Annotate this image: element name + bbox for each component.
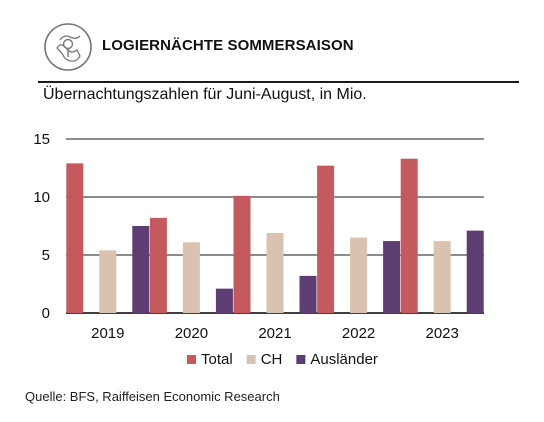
y-tick-label: 10 <box>33 189 50 206</box>
bar-ausl-nder-2023 <box>466 230 484 313</box>
bar-total-2021 <box>233 195 251 313</box>
x-tick-label: 2022 <box>342 325 375 342</box>
x-tick-label: 2020 <box>175 325 208 342</box>
bar-total-2020 <box>149 217 167 313</box>
bar-ch-2019 <box>99 250 117 313</box>
chart-title: LOGIERNÄCHTE SOMMERSAISON <box>102 37 354 54</box>
source-note: Quelle: BFS, Raiffeisen Economic Researc… <box>25 389 280 404</box>
legend-swatch <box>296 355 306 364</box>
bar-total-2022 <box>317 165 335 313</box>
bar-ch-2022 <box>350 237 368 313</box>
bar-chart: 0 5 10 15 2019 2020 2021 2022 2023 Total CH Ausländ… <box>33 131 484 368</box>
x-tick-label: 2019 <box>91 325 124 342</box>
bar-ausl-nder-2021 <box>299 275 317 313</box>
y-tick-label: 0 <box>42 305 50 322</box>
map-pin-icon <box>43 22 93 72</box>
legend-label: Total <box>201 351 233 368</box>
bar-total-2023 <box>400 158 418 313</box>
bar-ch-2023 <box>433 241 451 313</box>
title-divider <box>38 81 519 83</box>
chart-subtitle: Übernachtungszahlen für Juni-August, in … <box>43 86 367 103</box>
y-tick-label: 15 <box>33 131 50 148</box>
y-tick-label: 5 <box>42 247 50 264</box>
legend-label: Ausländer <box>310 351 378 368</box>
bar-ch-2021 <box>266 232 284 313</box>
bar-ausl-nder-2019 <box>132 226 150 313</box>
legend-swatch <box>246 355 256 364</box>
x-tick-label: 2021 <box>258 325 291 342</box>
legend-label: CH <box>261 351 283 368</box>
bar-ch-2020 <box>182 242 200 313</box>
bar-ausl-nder-2022 <box>383 241 401 313</box>
bar-total-2019 <box>66 163 84 313</box>
legend-swatch <box>187 355 196 364</box>
x-tick-label: 2023 <box>426 325 459 342</box>
bar-ausl-nder-2020 <box>215 288 233 313</box>
